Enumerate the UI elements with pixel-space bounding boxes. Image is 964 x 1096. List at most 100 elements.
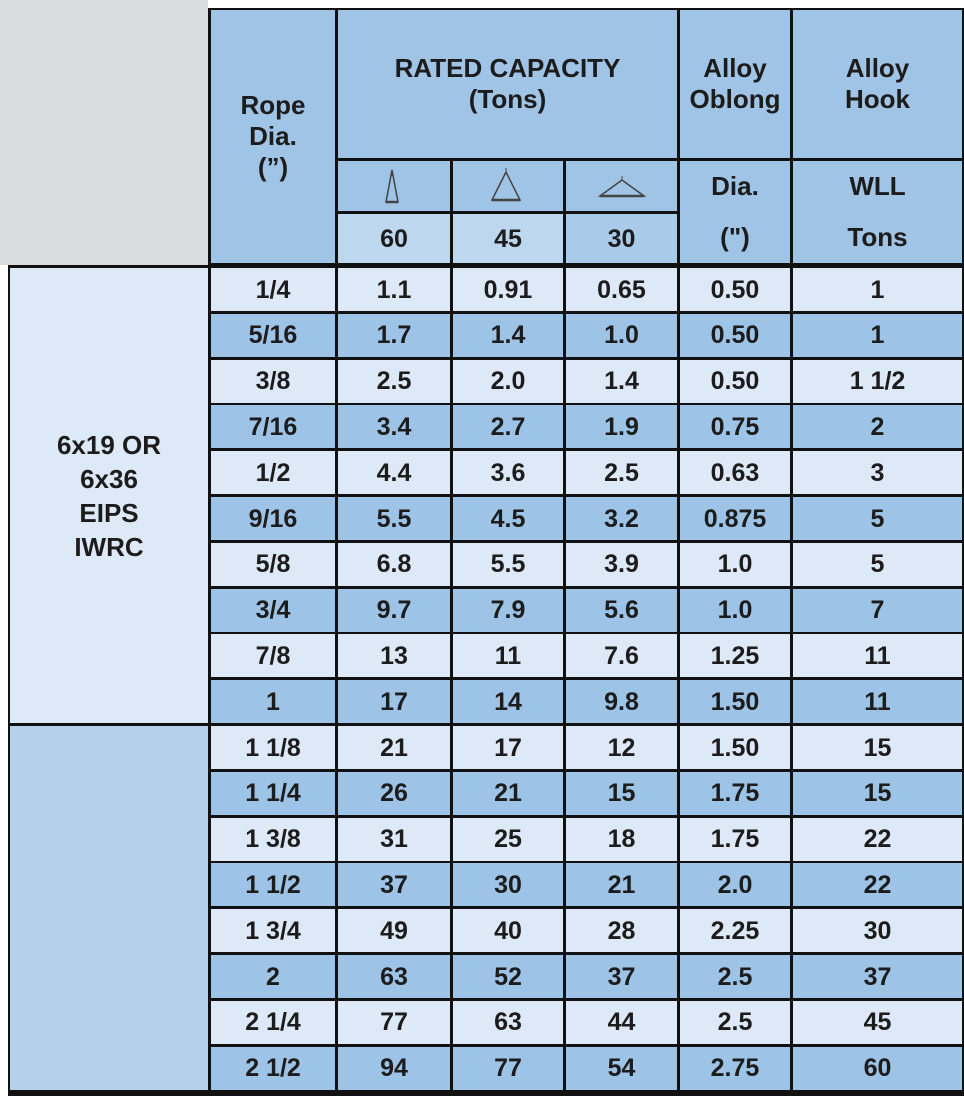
table-cell: 2 1/4 [211, 1000, 335, 1044]
header-text: Oblong [689, 84, 781, 114]
table-cell: 22 [793, 863, 962, 907]
table-cell: 12 [566, 726, 677, 769]
table-cell: 7/8 [211, 634, 335, 678]
table-cell: 2 [793, 405, 962, 449]
alloy-oblong-header: Alloy Oblong [680, 10, 790, 158]
group-label: 6x36 [80, 463, 138, 494]
angle-cell: 45 [453, 214, 563, 263]
sling-icon [490, 168, 522, 202]
table-cell: 1 [793, 268, 962, 311]
group-cell: 6x19 OR 6x36 EIPS IWRC [10, 268, 208, 724]
table-cell: 77 [338, 1000, 450, 1044]
table-cell: 1.0 [680, 542, 790, 586]
table-cell: 2.7 [453, 405, 563, 449]
table-cell: 44 [566, 1000, 677, 1044]
table-cell: 11 [793, 634, 962, 678]
angle-cell: 60 [338, 214, 450, 263]
table-cell: 21 [338, 726, 450, 769]
alloy-hook-header: Alloy Hook [793, 10, 962, 158]
table-cell: 1 [211, 680, 335, 724]
table-cell: 1.0 [566, 313, 677, 357]
table-cell: 1.50 [680, 680, 790, 724]
header-text: (") [720, 222, 750, 252]
oblong-units-header: Dia. (") [680, 161, 790, 263]
corner-cell [0, 0, 208, 265]
table-cell: 15 [793, 726, 962, 769]
table-cell: 3/4 [211, 588, 335, 632]
table-cell: 21 [453, 771, 563, 815]
header-text: Dia. [711, 171, 759, 201]
table-cell: 2.0 [453, 359, 563, 403]
table-cell: 1 3/8 [211, 817, 335, 861]
angle-icon-cell [338, 161, 450, 211]
table-cell: 26 [338, 771, 450, 815]
table-cell: 0.75 [680, 405, 790, 449]
table-cell: 54 [566, 1046, 677, 1090]
table-cell: 30 [453, 863, 563, 907]
table-cell: 3.2 [566, 497, 677, 540]
group-label: IWRC [74, 531, 144, 562]
table-cell: 9.7 [338, 588, 450, 632]
table-cell: 1.4 [566, 359, 677, 403]
table-cell: 22 [793, 817, 962, 861]
table-cell: 9/16 [211, 497, 335, 540]
table-cell: 7 [793, 588, 962, 632]
group-label: 6x19 OR [56, 429, 162, 460]
table-cell: 2.5 [680, 955, 790, 998]
table-cell: 13 [338, 634, 450, 678]
table-cell: 5.6 [566, 588, 677, 632]
table-cell: 37 [793, 955, 962, 998]
sling-icon [597, 176, 646, 198]
header-text: WLL [849, 171, 906, 201]
header-text: Dia. [249, 121, 297, 151]
table-cell: 1 3/4 [211, 909, 335, 953]
table-cell: 94 [338, 1046, 450, 1090]
table-cell: 5/16 [211, 313, 335, 357]
table-cell: 5 [793, 542, 962, 586]
table-cell: 4.4 [338, 451, 450, 495]
table-cell: 15 [566, 771, 677, 815]
sling-icon [385, 169, 399, 204]
table-cell: 17 [338, 680, 450, 724]
table-cell: 5.5 [453, 542, 563, 586]
table-cell: 2.25 [680, 909, 790, 953]
table-cell: 25 [453, 817, 563, 861]
table-cell: 0.91 [453, 268, 563, 311]
header-text: Alloy [845, 53, 910, 83]
table-cell: 1.75 [680, 817, 790, 861]
table-cell: 2.0 [680, 863, 790, 907]
table-cell: 77 [453, 1046, 563, 1090]
header-text: Hook [845, 84, 910, 114]
table-cell: 0.65 [566, 268, 677, 311]
table-cell: 17 [453, 726, 563, 769]
table-cell: 15 [793, 771, 962, 815]
table-cell: 1/2 [211, 451, 335, 495]
table-cell: 7.6 [566, 634, 677, 678]
table-cell: 52 [453, 955, 563, 998]
table-cell: 9.8 [566, 680, 677, 724]
table-cell: 7/16 [211, 405, 335, 449]
table-cell: 0.63 [680, 451, 790, 495]
table-cell: 1/4 [211, 268, 335, 311]
header-text: Rope [240, 90, 306, 120]
table-cell: 63 [338, 955, 450, 998]
header-text: (Tons) [468, 84, 547, 114]
table-cell: 28 [566, 909, 677, 953]
table-cell: 2.5 [566, 451, 677, 495]
table-cell: 2 [211, 955, 335, 998]
table-cell: 14 [453, 680, 563, 724]
table-cell: 1 1/2 [793, 359, 962, 403]
table-cell: 3/8 [211, 359, 335, 403]
header-text: RATED CAPACITY [394, 53, 621, 83]
table-cell: 7.9 [453, 588, 563, 632]
table-cell: 1.1 [338, 268, 450, 311]
table-cell: 11 [793, 680, 962, 724]
table-cell: 2.75 [680, 1046, 790, 1090]
table-cell: 1.50 [680, 726, 790, 769]
table-cell: 31 [338, 817, 450, 861]
table: Rope Dia. (”) RATED CAPACITY (Tons) Alloy Oblo… [8, 8, 964, 1096]
table-cell: 5.5 [338, 497, 450, 540]
table-cell: 1.75 [680, 771, 790, 815]
table-cell: 37 [338, 863, 450, 907]
